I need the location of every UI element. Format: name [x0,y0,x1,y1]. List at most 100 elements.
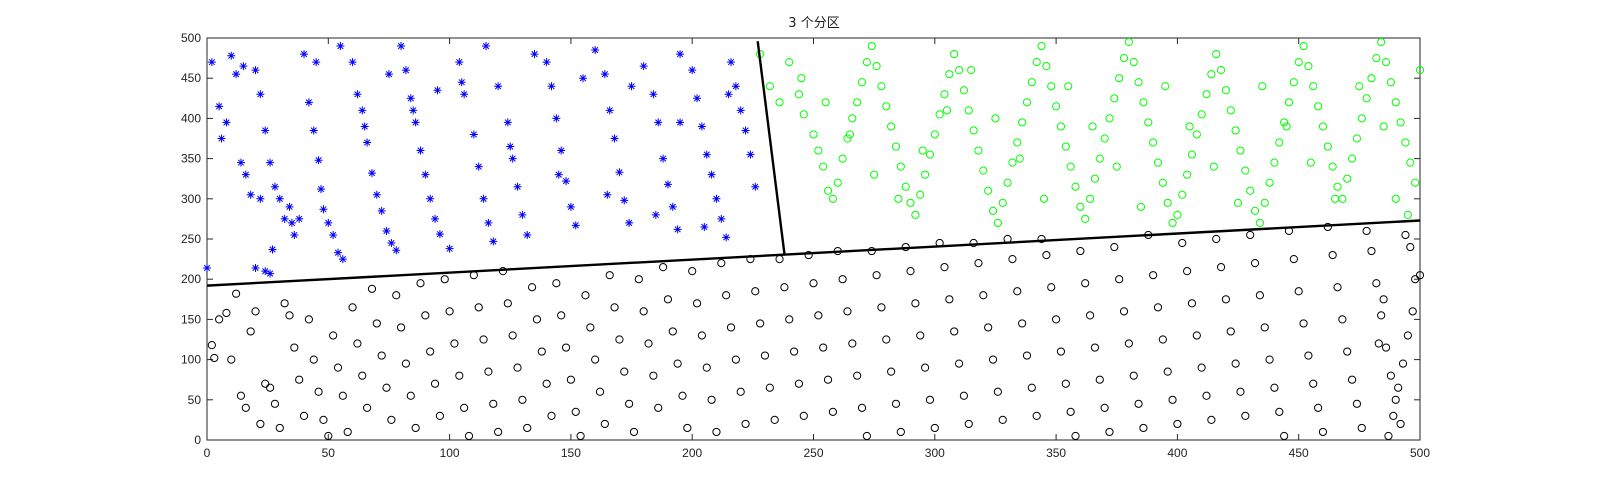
data-point-asterisk [285,202,294,211]
data-point-circle [654,403,663,412]
data-point-asterisk [207,58,216,67]
data-point-asterisk [215,102,224,111]
data-point-circle [620,367,629,376]
data-point-circle [1027,383,1036,392]
data-point-circle [833,178,842,187]
data-point-circle [1008,158,1017,167]
data-point-asterisk [513,182,522,191]
data-point-circle [1255,291,1264,300]
data-point-circle [843,307,852,316]
data-point-circle [984,323,993,332]
data-point-asterisk [433,86,442,95]
data-point-circle [207,341,216,350]
data-point-asterisk [668,202,677,211]
data-point-circle [702,363,711,372]
data-point-circle [1309,379,1318,388]
data-point-circle [984,186,993,195]
data-point-circle [1088,122,1097,131]
data-point-asterisk [579,74,588,83]
data-point-circle [1318,122,1328,131]
data-point-circle [692,299,702,308]
data-point-circle [1112,162,1121,171]
data-point-circle [348,303,357,312]
data-point-circle [1231,359,1240,368]
data-point-asterisk [591,46,600,55]
data-point-asterisk [353,90,362,99]
data-point-circle [1241,411,1250,420]
data-point-circle [649,371,658,380]
data-point-circle [1124,37,1133,47]
data-point-circle [967,66,976,75]
data-point-circle [1153,303,1163,312]
data-point-circle [513,363,522,372]
data-point-circle [639,307,648,316]
data-point-circle [1136,202,1146,211]
data-point-circle [1367,246,1376,256]
data-point-circle [396,323,406,332]
data-point-asterisk [481,42,490,51]
data-point-circle [1139,98,1148,107]
data-point-circle [991,114,1000,123]
data-point-circle [979,291,988,300]
data-point-circle [1406,158,1415,167]
data-point-circle [1197,363,1206,372]
data-point-asterisk [246,190,255,199]
data-point-asterisk [435,230,444,239]
data-point-circle [736,387,745,396]
data-point-circle [1066,162,1075,171]
data-point-circle [1415,271,1425,280]
data-point-circle [1076,246,1085,256]
data-point-circle [925,395,935,404]
data-point-circle [1250,206,1260,215]
data-point-circle [964,419,973,429]
data-point-circle [1391,98,1400,107]
data-point-circle [785,58,794,67]
data-point-circle [1275,407,1284,416]
data-point-circle [717,259,726,268]
data-point-circle [489,399,498,408]
data-point-circle [353,339,362,348]
y-tick-label: 400 [181,111,201,125]
data-point-asterisk [309,126,318,135]
data-point-circle [1095,154,1104,163]
data-point-circle [1100,134,1109,143]
data-point-circle [1071,431,1080,441]
data-point-asterisk [741,126,750,135]
data-point-asterisk [625,218,634,227]
data-point-circle [819,343,828,352]
data-point-circle [1129,371,1138,380]
data-point-circle [1406,242,1415,252]
data-point-circle [1294,58,1303,67]
data-point-asterisk [489,237,498,246]
data-point-circle [1163,367,1172,376]
data-point-circle [707,395,716,404]
data-point-circle [581,291,590,300]
data-point-circle [1260,198,1269,207]
data-point-asterisk [401,66,410,75]
data-point-circle [615,335,624,344]
data-point-circle [870,170,879,179]
data-point-circle [1212,49,1221,59]
data-point-asterisk [605,106,614,115]
data-point-circle [319,415,328,424]
data-point-circle [1333,182,1342,191]
data-point-circle [1411,275,1420,284]
x-axis: 0 50 100 150 200 250 300 350 400 450 500 [204,38,1430,460]
data-point-circle [1352,134,1362,143]
x-tick-label: 250 [803,446,823,460]
data-point-circle [256,419,265,429]
data-point-circle [872,271,881,280]
data-point-circle [794,90,804,99]
data-point-circle [1309,82,1318,91]
data-point-asterisk [275,194,284,203]
data-point-circle [959,391,969,400]
data-point-asterisk [627,82,636,91]
data-point-circle [945,295,954,304]
data-point-circle [625,399,634,408]
data-point-circle [1071,182,1080,191]
data-point-circle [1398,359,1408,368]
data-point-circle [906,267,915,276]
data-point-circle [862,431,871,441]
data-point-circle [236,391,246,400]
data-point-asterisk [722,233,731,242]
